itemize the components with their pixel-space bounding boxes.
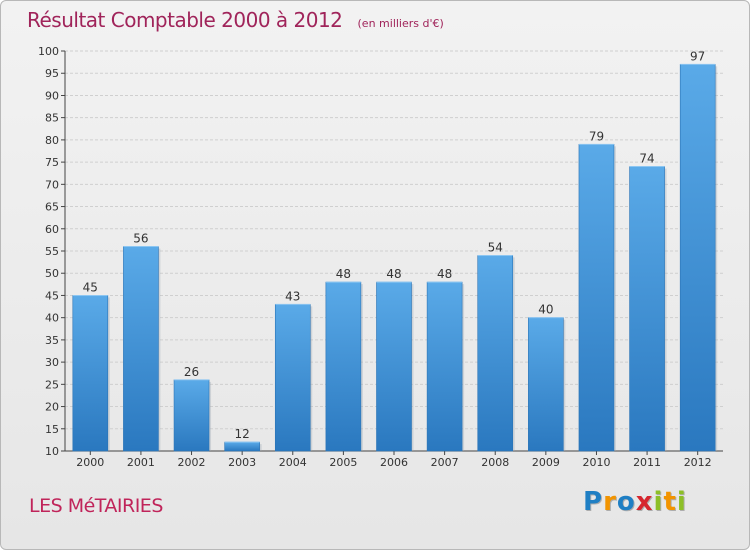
x-tick-label: 2004: [279, 456, 307, 469]
logo-letter: o: [616, 487, 636, 517]
data-label: 79: [589, 129, 604, 143]
data-label: 40: [538, 303, 553, 317]
y-tick-label: 55: [45, 245, 59, 258]
y-tick-label: 10: [45, 445, 59, 458]
bar-2005[interactable]: [325, 281, 362, 452]
y-tick-label: 70: [45, 178, 59, 191]
x-tick-label: 2007: [431, 456, 459, 469]
y-tick-label: 50: [45, 267, 59, 280]
bar-2010[interactable]: [578, 144, 615, 452]
y-tick-label: 65: [45, 201, 59, 214]
y-tick-label: 15: [45, 423, 59, 436]
data-label: 74: [639, 152, 654, 166]
bar-2011[interactable]: [629, 166, 665, 452]
y-tick-label: 20: [45, 401, 59, 414]
labels: 45 2000 56 2001 26 2002 12 2003 43 2004 48 2005 48 20…: [76, 49, 711, 469]
y-tick-label: 45: [45, 289, 59, 302]
bar-2004[interactable]: [274, 304, 311, 452]
y-tick-label: 95: [45, 67, 59, 80]
data-label: 12: [235, 427, 250, 441]
bar-2009[interactable]: [528, 317, 564, 452]
y-tick-label: 60: [45, 223, 59, 236]
chart-title-block: Résultat Comptable 2000 à 2012 (en milli…: [27, 8, 444, 32]
y-tick-label: 90: [45, 89, 59, 102]
bar-2003[interactable]: [224, 441, 260, 452]
data-label: 43: [285, 289, 300, 303]
y-tick-label: 75: [45, 156, 59, 169]
bar-2001[interactable]: [123, 246, 159, 452]
y-tick-label: 40: [45, 312, 59, 325]
proxiti-logo[interactable]: Proxiti: [583, 487, 687, 517]
bar-2000[interactable]: [72, 295, 109, 452]
x-tick-label: 2009: [532, 456, 560, 469]
logo-letter: i: [676, 487, 687, 517]
data-label: 26: [184, 365, 199, 379]
x-tick-label: 2001: [127, 456, 155, 469]
y-tick-label: 85: [45, 112, 59, 125]
chart-subtitle: (en milliers d'€): [357, 17, 444, 30]
x-tick-label: 2006: [380, 456, 408, 469]
x-tick-label: 2008: [481, 456, 509, 469]
data-label: 48: [386, 267, 401, 281]
y-tick-label: 30: [45, 356, 59, 369]
data-label: 45: [83, 280, 98, 294]
bar-2006[interactable]: [376, 281, 412, 452]
bar-2008[interactable]: [477, 255, 514, 452]
y-tick-label: 35: [45, 334, 59, 347]
x-tick-label: 2002: [178, 456, 206, 469]
logo-letter: t: [663, 487, 677, 517]
x-tick-label: 2003: [228, 456, 256, 469]
y-tick-label: 100: [38, 45, 59, 58]
y-tick-label: 80: [45, 134, 59, 147]
bar-2002[interactable]: [173, 379, 210, 452]
commune-name: LES MéTAIRIES: [29, 495, 163, 517]
data-label: 56: [133, 232, 148, 246]
logo-letter: P: [583, 487, 604, 517]
bar-2007[interactable]: [426, 281, 463, 452]
data-label: 54: [488, 240, 503, 254]
logo-letter: x: [635, 487, 654, 517]
x-tick-label: 2011: [633, 456, 661, 469]
bars: [72, 63, 718, 452]
x-tick-label: 2000: [76, 456, 104, 469]
logo-letter: r: [603, 487, 617, 517]
chart-title: Résultat Comptable 2000 à 2012: [27, 8, 343, 32]
data-label: 97: [690, 49, 705, 63]
data-label: 48: [437, 267, 452, 281]
x-tick-label: 2010: [582, 456, 610, 469]
y-tick-label: 25: [45, 378, 59, 391]
data-label: 48: [336, 267, 351, 281]
x-tick-label: 2005: [329, 456, 357, 469]
bar-2012[interactable]: [679, 64, 716, 452]
axes: 10 15 20 25 30 35 40 45 50 55 60 65 70 75 80 85 90 95 100: [38, 45, 723, 458]
x-tick-label: 2012: [684, 456, 712, 469]
logo-letter: i: [653, 487, 664, 517]
